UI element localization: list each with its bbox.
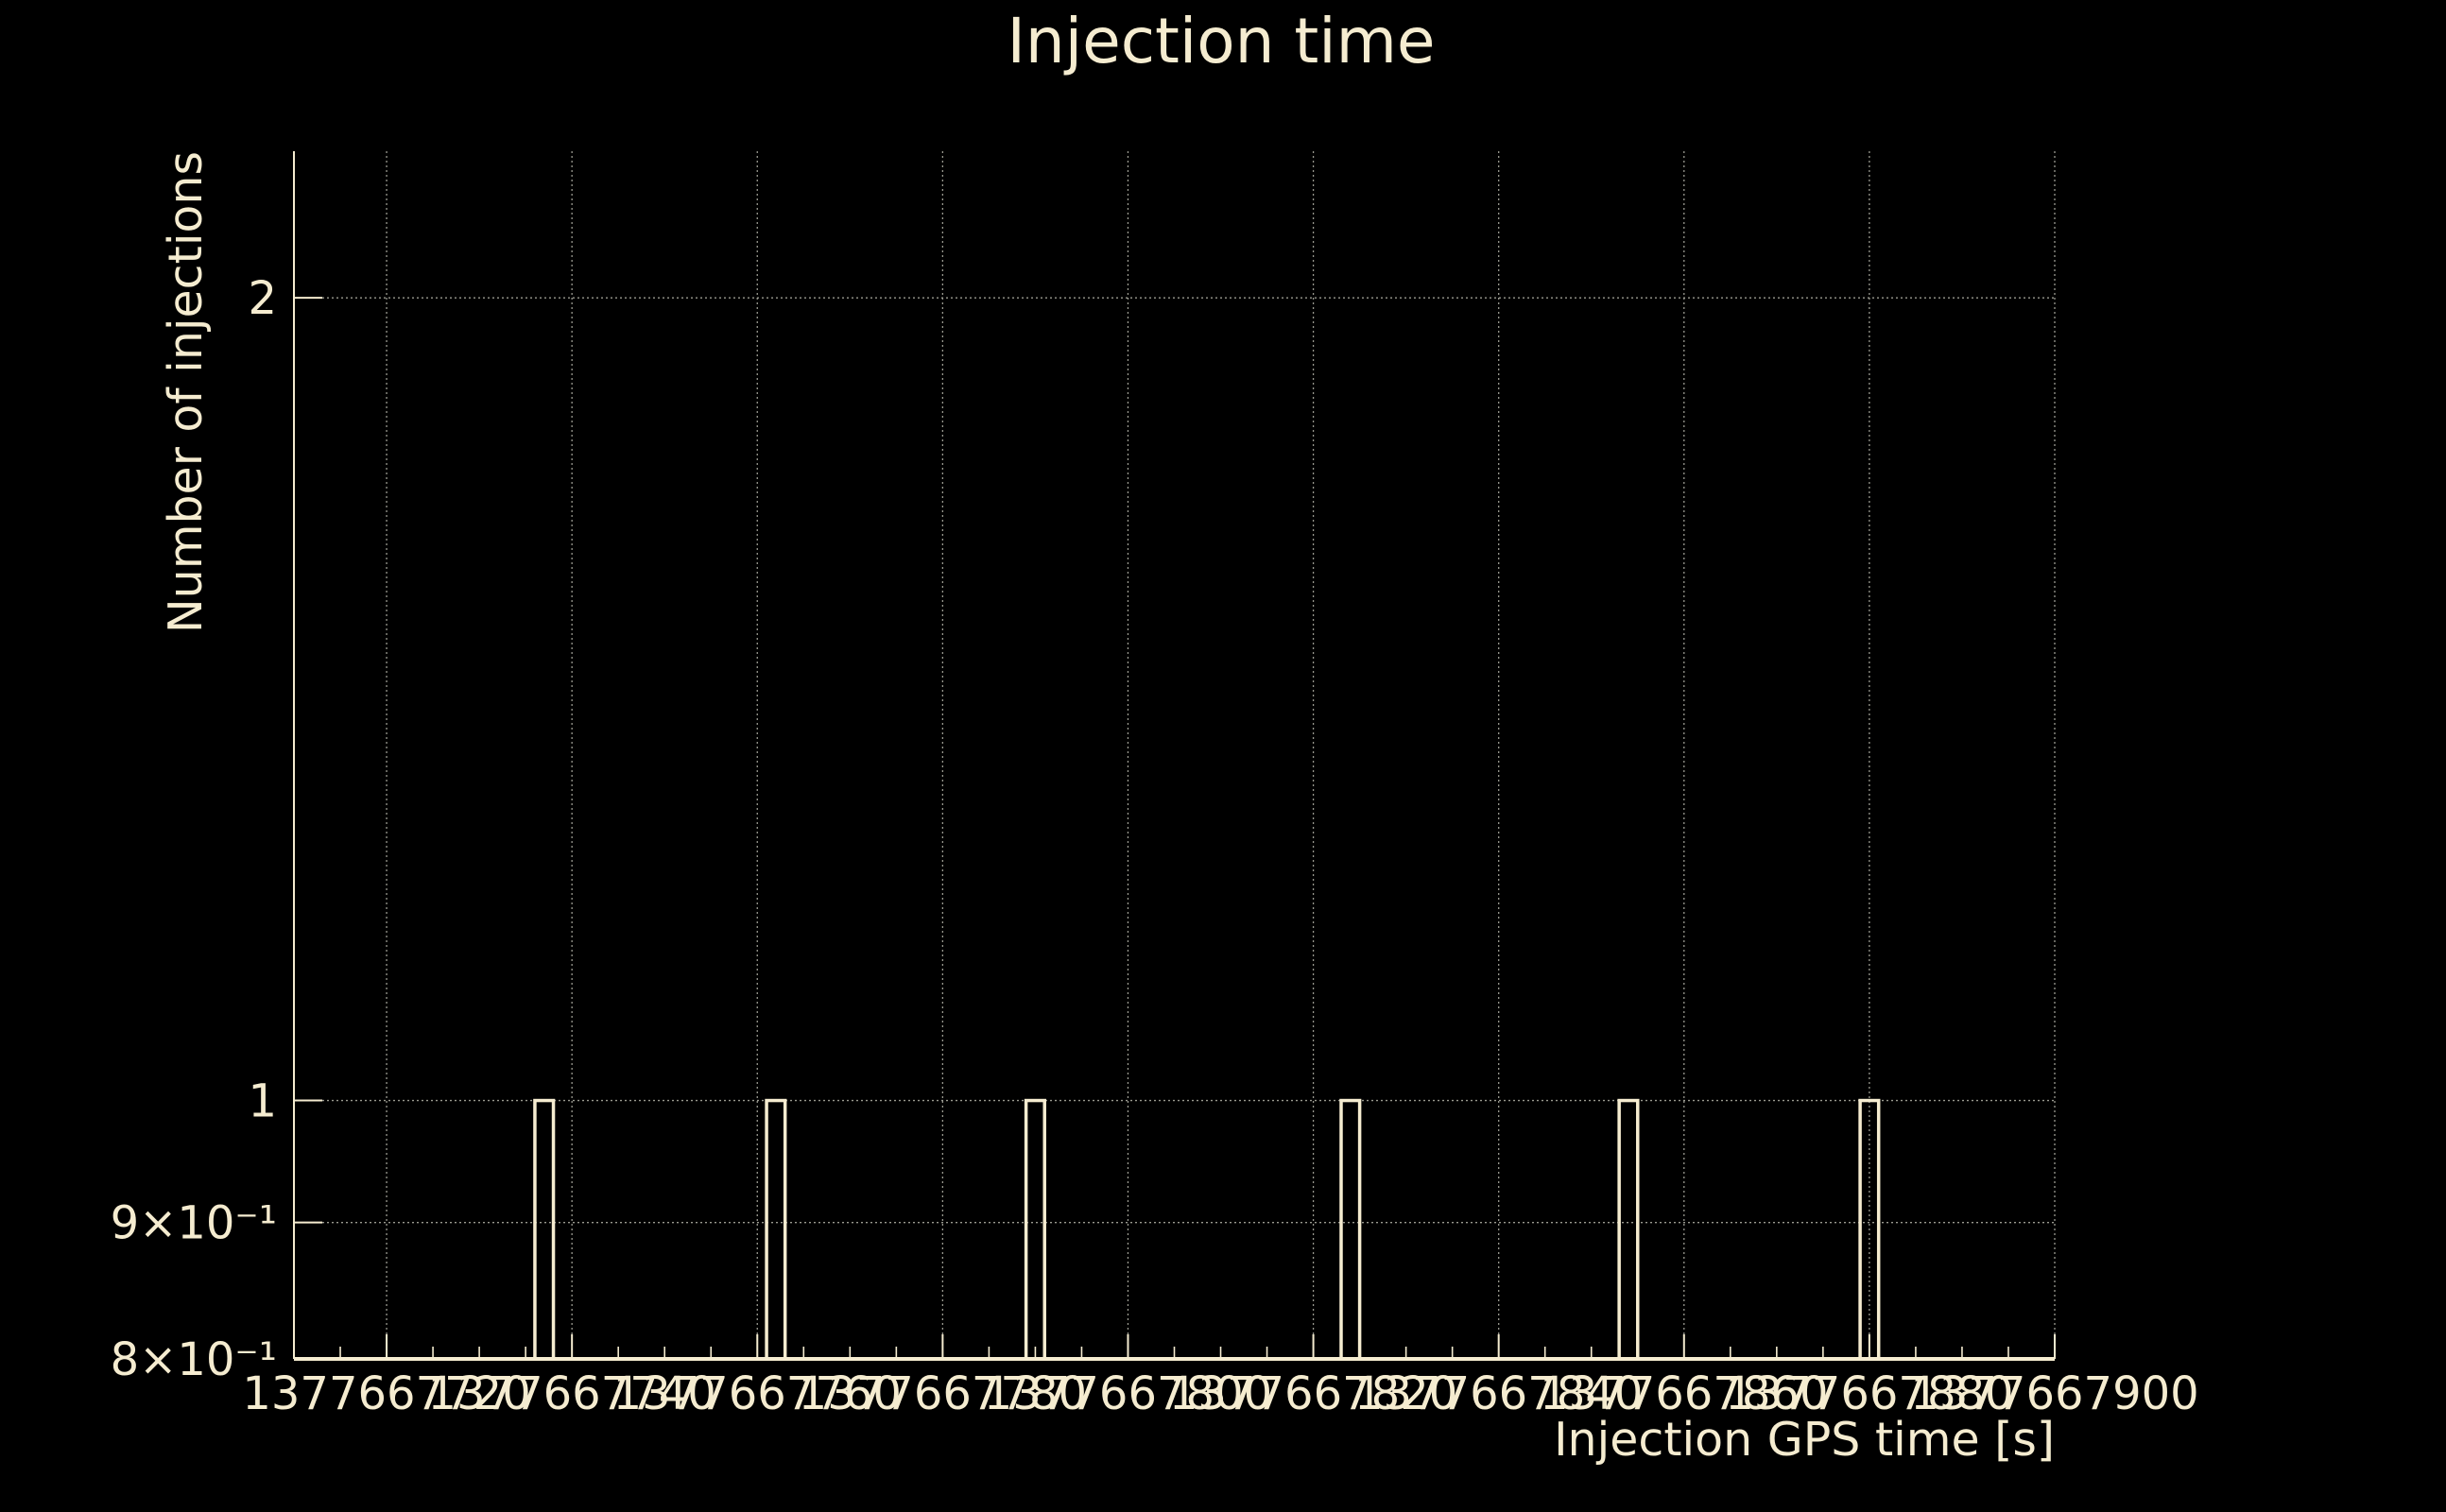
histogram-bar xyxy=(1024,1098,1046,1361)
grid-lines xyxy=(294,151,2056,1360)
histogram-bar xyxy=(765,1098,787,1361)
chart-title: Injection time xyxy=(1007,5,1435,77)
histogram-bar xyxy=(1617,1098,1640,1361)
y-tick-label: 9×10⁻¹ xyxy=(111,1197,277,1250)
histogram-bar xyxy=(1339,1098,1362,1361)
histogram-bar xyxy=(533,1098,556,1361)
x-tick-label: 1377667740 xyxy=(427,1367,715,1420)
y-tick-label: 2 xyxy=(248,272,277,325)
x-axis-label: Injection GPS time [s] xyxy=(1554,1413,2055,1467)
x-tick-label: 1377667720 xyxy=(242,1367,530,1420)
y-tick-label: 8×10⁻¹ xyxy=(111,1333,277,1386)
x-tick-label: 1377667900 xyxy=(1910,1367,2198,1420)
x-tick-label: 1377667840 xyxy=(1354,1367,1643,1420)
axes xyxy=(293,151,2055,1361)
tick-marks xyxy=(294,297,2056,1360)
x-tick-label: 1377667860 xyxy=(1540,1367,1828,1420)
x-tick-label: 1377667880 xyxy=(1725,1367,2013,1420)
tick-labels: 1377667720137766774013776677601377667780… xyxy=(111,272,2199,1420)
y-axis-label: Number of injections xyxy=(159,151,213,633)
y-tick-label: 1 xyxy=(248,1075,277,1128)
x-tick-label: 1377667760 xyxy=(613,1367,902,1420)
x-tick-label: 1377667820 xyxy=(1169,1367,1457,1420)
x-tick-label: 1377667780 xyxy=(799,1367,1087,1420)
histogram-bars xyxy=(533,1098,1881,1361)
x-tick-label: 1377667800 xyxy=(984,1367,1272,1420)
